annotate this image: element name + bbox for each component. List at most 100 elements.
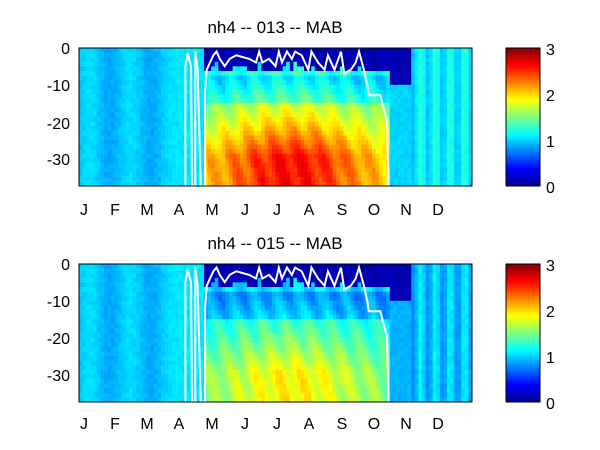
heatmap-cell (143, 319, 148, 325)
heatmap-cell (79, 112, 84, 118)
heatmap-cell (164, 314, 169, 320)
heatmap-cell (175, 117, 180, 123)
heatmap-cell (168, 282, 173, 288)
heatmap-cell (250, 80, 255, 86)
heatmap-cell (268, 80, 273, 86)
heatmap-cell (125, 94, 130, 100)
heatmap-cell (425, 52, 430, 58)
heatmap-cell (375, 112, 380, 118)
heatmap-cell (396, 103, 402, 109)
heatmap-cell (136, 310, 141, 316)
heatmap-cell (229, 121, 234, 127)
heatmap-cell (232, 273, 237, 279)
heatmap-cell (207, 144, 212, 150)
heatmap-cell (243, 71, 248, 77)
heatmap-cell (396, 181, 402, 186)
heatmap-cell (254, 287, 259, 293)
heatmap-cell (93, 48, 98, 54)
heatmap-cell (150, 282, 155, 288)
heatmap-cell (314, 75, 319, 81)
heatmap-cell (186, 130, 191, 136)
heatmap-cell (157, 328, 162, 334)
heatmap-cell (229, 57, 234, 63)
heatmap-cell (261, 52, 266, 58)
heatmap-cell (254, 163, 259, 169)
heatmap-cell (150, 365, 155, 371)
heatmap-cell (186, 300, 191, 306)
heatmap-cell (107, 388, 112, 394)
heatmap-cell (336, 130, 341, 136)
heatmap-cell (271, 71, 277, 77)
heatmap-cell (79, 264, 84, 270)
heatmap-cell (157, 140, 162, 146)
heatmap-cell (186, 84, 191, 90)
heatmap-cell (468, 163, 472, 169)
heatmap-cell (343, 176, 348, 182)
heatmap-cell (100, 126, 105, 132)
heatmap-cell (154, 291, 159, 297)
heatmap-cell (393, 153, 398, 159)
heatmap-cell (257, 117, 262, 123)
heatmap-cell (357, 107, 362, 113)
heatmap-cell (264, 66, 269, 72)
heatmap-cell (236, 98, 241, 104)
heatmap-cell (86, 149, 91, 155)
heatmap-cell (321, 144, 327, 150)
heatmap-cell (157, 369, 162, 375)
heatmap-cell (354, 130, 359, 136)
heatmap-cell (239, 135, 244, 141)
heatmap-cell (214, 117, 219, 123)
heatmap-cell (254, 300, 259, 306)
heatmap-cell (268, 98, 273, 104)
heatmap-cell (289, 140, 294, 146)
heatmap-cell (468, 103, 472, 109)
heatmap-cell (136, 337, 141, 343)
heatmap-cell (268, 84, 273, 90)
heatmap-cell (264, 181, 269, 186)
heatmap-cell (261, 48, 266, 54)
heatmap-cell (129, 296, 134, 302)
heatmap-cell (107, 103, 112, 109)
heatmap-cell (196, 287, 202, 293)
heatmap-cell (336, 112, 341, 118)
heatmap-cell (114, 130, 119, 136)
heatmap-cell (289, 149, 294, 155)
heatmap-cell (271, 346, 277, 352)
heatmap-cell (429, 149, 434, 155)
heatmap-cell (293, 57, 298, 63)
heatmap-cell (264, 135, 269, 141)
heatmap-cell (121, 121, 127, 127)
heatmap-cell (332, 172, 337, 178)
heatmap-cell (121, 287, 127, 293)
heatmap-cell (282, 126, 287, 132)
heatmap-cell (189, 52, 194, 58)
heatmap-cell (261, 158, 266, 164)
heatmap-cell (357, 130, 362, 136)
heatmap-cell (350, 94, 355, 100)
heatmap-cell (118, 89, 123, 95)
heatmap-cell (318, 103, 323, 109)
heatmap-cell (357, 66, 362, 72)
heatmap-cell (179, 181, 184, 186)
heatmap-cell (336, 80, 341, 86)
heatmap-cell (264, 144, 269, 150)
heatmap-cell (211, 264, 216, 270)
heatmap-cell (221, 337, 227, 343)
heatmap-cell (393, 149, 398, 155)
heatmap-cell (379, 71, 384, 77)
heatmap-cell (104, 61, 109, 67)
heatmap-cell (350, 89, 355, 95)
heatmap-cell (261, 314, 266, 320)
heatmap-cell (93, 149, 98, 155)
heatmap-cell (132, 273, 137, 279)
heatmap-cell (207, 323, 212, 329)
heatmap-cell (271, 167, 277, 173)
heatmap-cell (354, 112, 359, 118)
heatmap-cell (161, 176, 166, 182)
heatmap-cell (175, 268, 180, 274)
heatmap-cell (86, 121, 91, 127)
heatmap-cell (129, 57, 134, 63)
heatmap-cell (129, 103, 134, 109)
heatmap-cell (264, 84, 269, 90)
heatmap-cell (171, 94, 177, 100)
